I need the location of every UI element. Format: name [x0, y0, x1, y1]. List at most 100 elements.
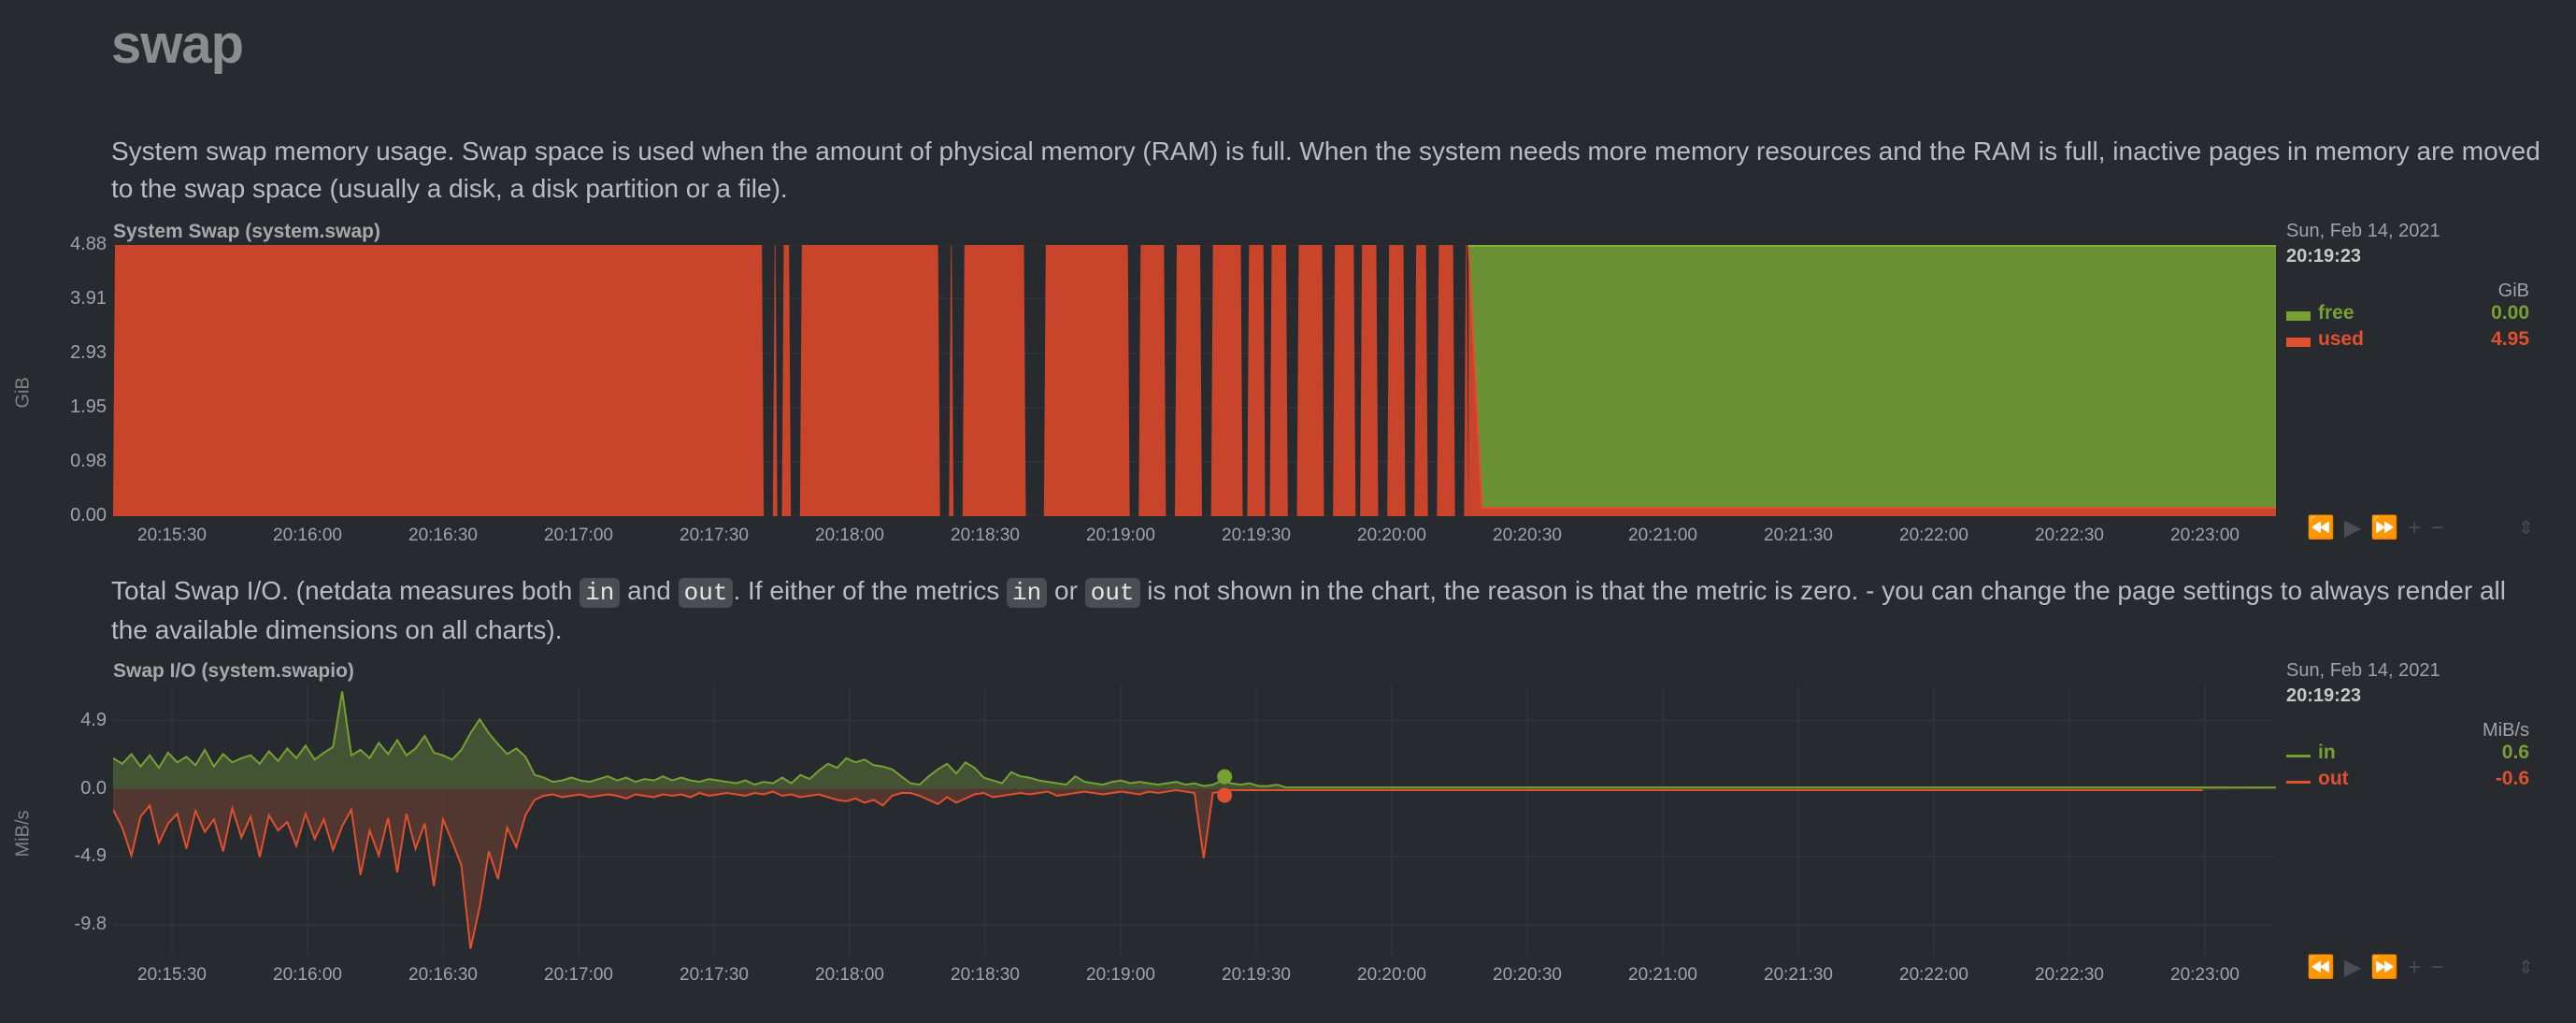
x-tick-label: 20:21:30 [1764, 965, 1833, 985]
used-area-segment [1360, 245, 1379, 516]
used-area-segment [1414, 245, 1428, 516]
x-tick-label: 20:21:30 [1764, 526, 1833, 545]
used-area-segment [772, 245, 778, 516]
legend-name-free: free [2318, 302, 2354, 324]
play-icon[interactable]: ▶ [2343, 955, 2368, 980]
used-area-segment [1138, 245, 1166, 516]
in-area [113, 691, 2276, 789]
used-area-segment [1175, 245, 1202, 516]
y-tick-label: 0.0 [80, 777, 107, 799]
desc-text: Total Swap I/O. (netdata measures both [111, 576, 580, 605]
legend-value-in: 0.6 [2501, 742, 2529, 763]
y-tick-label: 4.88 [70, 234, 107, 254]
x-tick-label: 20:16:30 [408, 526, 478, 545]
x-tick-label: 20:20:30 [1493, 526, 1562, 545]
play-icon[interactable]: ▶ [2343, 515, 2368, 540]
desc-text: and [620, 576, 679, 605]
x-tick-label: 20:18:00 [815, 526, 884, 545]
out-area [113, 788, 2276, 949]
used-swatch [2286, 338, 2311, 347]
legend-value-free: 0.00 [2491, 302, 2529, 324]
swapio-resize-icon[interactable]: ⇕ [2518, 958, 2534, 978]
x-tick-label: 20:17:00 [544, 965, 613, 985]
x-tick-label: 20:17:30 [680, 526, 749, 545]
swap-resize-icon[interactable]: ⇕ [2518, 518, 2534, 539]
in-line [113, 691, 2276, 789]
desc-text: is not shown in the chart, the reason is… [111, 576, 2506, 644]
x-tick-label: 20:15:30 [137, 965, 207, 985]
swapio-legend: Sun, Feb 14, 2021 20:19:23 MiB/s in 0.6 … [2286, 660, 2529, 794]
x-tick-label: 20:22:30 [2035, 965, 2104, 985]
x-tick-label: 20:16:30 [408, 965, 478, 985]
x-tick-label: 20:19:30 [1222, 965, 1291, 985]
zoom-in-icon[interactable]: + [2408, 515, 2427, 540]
x-tick-label: 20:21:00 [1628, 526, 1697, 545]
legend-item-free[interactable]: free 0.00 [2286, 302, 2529, 328]
code-in: in [1007, 578, 1048, 608]
in-swatch [2286, 755, 2311, 757]
x-tick-label: 20:23:00 [2170, 526, 2240, 545]
x-tick-label: 20:18:00 [815, 965, 884, 985]
used-area-segment [1387, 245, 1406, 516]
zoom-out-icon[interactable]: − [2430, 955, 2450, 980]
swapio-description: Total Swap I/O. (netdata measures both i… [111, 572, 2541, 649]
out-hover-marker [1217, 787, 1233, 803]
code-out: out [678, 578, 734, 608]
swap-description: System swap memory usage. Swap space is … [111, 137, 2540, 203]
x-tick-label: 20:20:00 [1357, 965, 1426, 985]
legend-name-out: out [2318, 768, 2349, 789]
desc-text: or [1047, 576, 1085, 605]
legend-name-used: used [2318, 328, 2365, 350]
zoom-in-icon[interactable]: + [2408, 955, 2427, 980]
used-area-segment [1333, 245, 1356, 516]
swapio-chart-controls: ⏪ ▶ ⏩ + − [2307, 954, 2453, 981]
swapio-chart-plot[interactable] [113, 684, 2276, 956]
zoom-out-icon[interactable]: − [2430, 515, 2450, 540]
x-tick-label: 20:21:00 [1628, 965, 1697, 985]
y-tick-label: 4.9 [80, 709, 107, 730]
out-line [113, 788, 2203, 949]
swapio-chart-title: Swap I/O (system.swapio) [113, 660, 354, 682]
pan-left-icon[interactable]: ⏪ [2307, 955, 2340, 980]
swap-legend-unit: GiB [2497, 281, 2529, 301]
y-tick-label: 0.98 [70, 450, 107, 471]
swap-legend-date: Sun, Feb 14, 2021 [2286, 221, 2440, 241]
x-tick-label: 20:22:30 [2035, 526, 2104, 545]
used-area-segment [1269, 245, 1288, 516]
x-tick-label: 20:16:00 [273, 526, 342, 545]
swapio-legend-date: Sun, Feb 14, 2021 [2286, 660, 2440, 681]
legend-value-used: 4.95 [2491, 328, 2529, 350]
swap-legend-time: 20:19:23 [2286, 246, 2362, 267]
y-tick-label: -4.9 [74, 845, 107, 867]
legend-item-used[interactable]: used 4.95 [2286, 328, 2529, 354]
y-tick-label: -9.8 [74, 914, 107, 935]
pan-right-icon[interactable]: ⏩ [2370, 955, 2405, 980]
used-area-segment [1296, 245, 1324, 516]
swapio-legend-unit: MiB/s [2483, 720, 2529, 741]
used-area-segment [1437, 245, 1455, 516]
swap-chart-plot[interactable] [113, 245, 2276, 516]
y-tick-label: 2.93 [70, 341, 107, 363]
pan-left-icon[interactable]: ⏪ [2307, 515, 2340, 540]
x-tick-label: 20:20:30 [1493, 965, 1562, 985]
swapio-legend-time: 20:19:23 [2286, 685, 2362, 706]
in-hover-marker [1217, 769, 1233, 785]
free-swatch [2286, 311, 2311, 321]
used-area-segment [1464, 245, 1469, 516]
legend-item-out[interactable]: out -0.6 [2286, 768, 2529, 794]
used-area-segment [799, 245, 940, 516]
x-tick-label: 20:18:30 [951, 965, 1020, 985]
x-tick-label: 20:17:00 [544, 526, 613, 545]
y-tick-label: 3.91 [70, 287, 107, 309]
free-area [1468, 245, 2276, 509]
x-tick-label: 20:16:00 [273, 965, 342, 985]
swap-y-axis-label: GiB [12, 377, 34, 409]
used-area-segment [113, 245, 765, 516]
x-tick-label: 20:15:30 [137, 526, 207, 545]
used-area-segment [949, 245, 954, 516]
pan-right-icon[interactable]: ⏩ [2370, 515, 2405, 540]
legend-item-in[interactable]: in 0.6 [2286, 742, 2529, 768]
x-tick-label: 20:18:30 [951, 526, 1020, 545]
used-area-segment [1247, 245, 1266, 516]
y-tick-label: 0.00 [70, 505, 107, 526]
